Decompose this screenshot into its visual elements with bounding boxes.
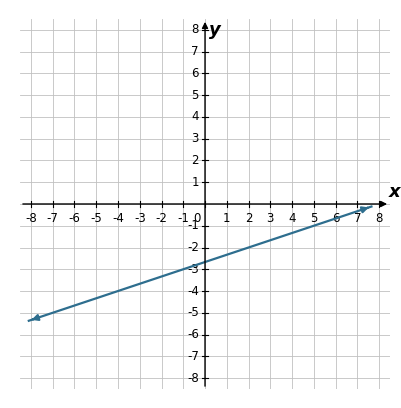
Text: 3: 3 [266,212,273,225]
Text: y: y [209,21,220,39]
Text: -1: -1 [186,219,198,232]
Text: 3: 3 [191,132,198,145]
Text: -4: -4 [112,212,124,225]
Text: 4: 4 [288,212,295,225]
Text: 0: 0 [193,212,200,225]
Text: -2: -2 [155,212,167,225]
Text: 2: 2 [191,154,198,167]
Text: -4: -4 [186,284,198,297]
Text: 4: 4 [191,111,198,124]
Text: -8: -8 [25,212,37,225]
Text: 7: 7 [191,45,198,58]
Text: -2: -2 [186,241,198,254]
Text: -7: -7 [47,212,59,225]
Text: 7: 7 [352,212,360,225]
Text: 1: 1 [191,176,198,189]
Text: 5: 5 [191,89,198,102]
Text: 1: 1 [223,212,230,225]
Text: 8: 8 [375,212,382,225]
Text: -6: -6 [69,212,80,225]
Text: 6: 6 [331,212,338,225]
Text: -5: -5 [187,306,198,319]
Text: -5: -5 [90,212,102,225]
Text: 5: 5 [309,212,317,225]
Text: 2: 2 [244,212,252,225]
Text: -1: -1 [177,212,189,225]
Text: -6: -6 [186,328,198,341]
Text: -3: -3 [187,263,198,276]
Text: 8: 8 [191,23,198,36]
Text: -7: -7 [186,350,198,363]
Text: -3: -3 [134,212,145,225]
Text: 6: 6 [191,67,198,80]
Text: -8: -8 [187,372,198,385]
Text: x: x [388,183,399,201]
